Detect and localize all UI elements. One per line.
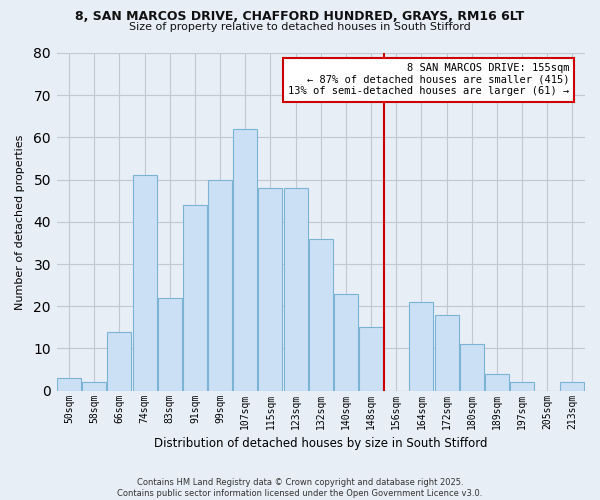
Bar [82, 382, 106, 390]
Bar [309, 238, 333, 390]
Bar [233, 129, 257, 390]
X-axis label: Distribution of detached houses by size in South Stifford: Distribution of detached houses by size … [154, 437, 488, 450]
Bar [485, 374, 509, 390]
Text: 8, SAN MARCOS DRIVE, CHAFFORD HUNDRED, GRAYS, RM16 6LT: 8, SAN MARCOS DRIVE, CHAFFORD HUNDRED, G… [76, 10, 524, 23]
Bar [183, 205, 207, 390]
Bar [460, 344, 484, 391]
Bar [409, 302, 433, 390]
Bar [510, 382, 534, 390]
Y-axis label: Number of detached properties: Number of detached properties [15, 134, 25, 310]
Bar [158, 298, 182, 390]
Text: 8 SAN MARCOS DRIVE: 155sqm
← 87% of detached houses are smaller (415)
13% of sem: 8 SAN MARCOS DRIVE: 155sqm ← 87% of deta… [288, 63, 569, 96]
Bar [284, 188, 308, 390]
Bar [560, 382, 584, 390]
Bar [208, 180, 232, 390]
Text: Size of property relative to detached houses in South Stifford: Size of property relative to detached ho… [129, 22, 471, 32]
Bar [133, 176, 157, 390]
Bar [334, 294, 358, 390]
Text: Contains HM Land Registry data © Crown copyright and database right 2025.
Contai: Contains HM Land Registry data © Crown c… [118, 478, 482, 498]
Bar [359, 328, 383, 390]
Bar [259, 188, 283, 390]
Bar [107, 332, 131, 390]
Bar [57, 378, 81, 390]
Bar [434, 314, 458, 390]
